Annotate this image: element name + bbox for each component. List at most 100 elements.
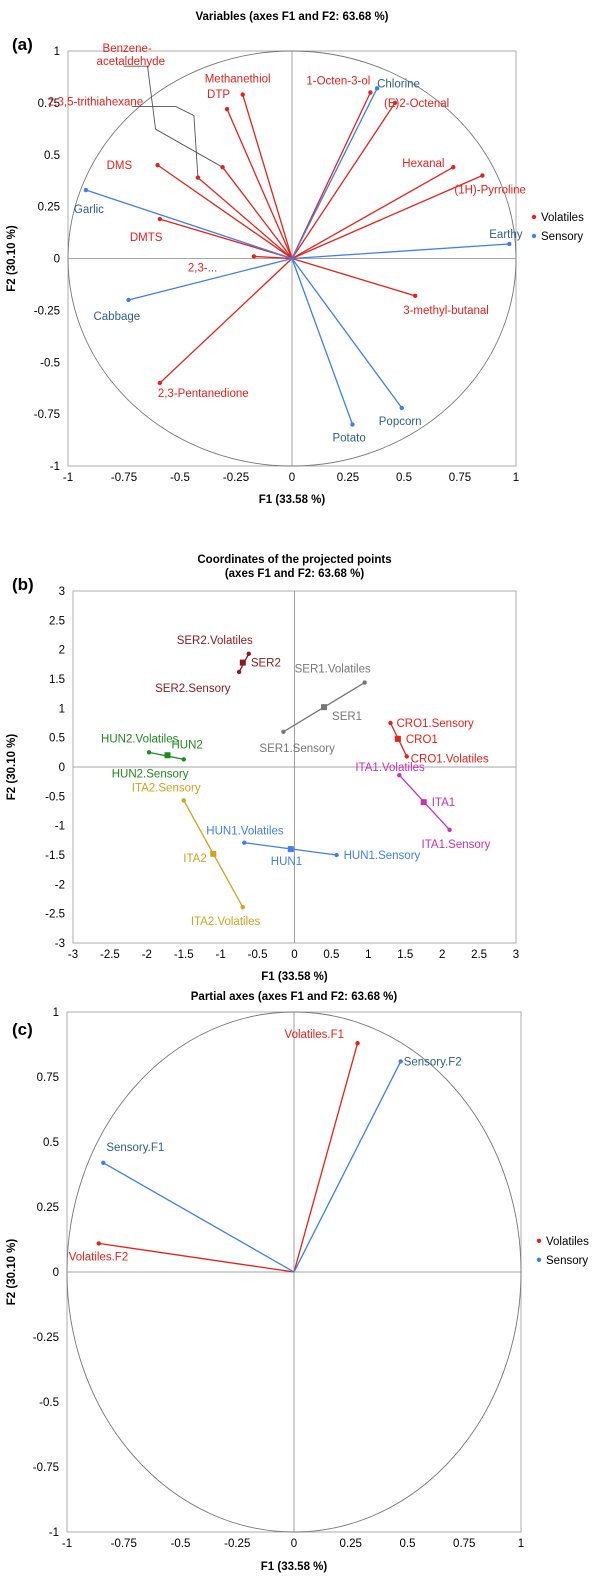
vector-label: Sensory.F2 [404,1056,462,1068]
vector-point [101,1160,106,1166]
point-label: SER1 [332,711,362,723]
vector-label: Sensory.F1 [106,1142,164,1154]
x-tick-label: -1.5 [174,949,194,961]
y-tick-label: -1 [55,821,65,833]
y-tick-label: 1 [54,46,60,58]
legend-marker [536,1238,542,1244]
x-tick-label: 1.5 [397,949,413,961]
vector-line [85,189,293,260]
x-tick-label: -2 [142,949,152,961]
chart-title: Variables (axes F1 and F2: 63.68 %) [195,11,388,23]
y-tick-label: -0.25 [34,305,60,317]
y-tick-label: 2 [59,645,65,657]
vector-point [251,254,257,259]
x-tick-label: 0.25 [340,1538,362,1550]
x-tick-label: 2 [439,949,445,961]
volatiles-point [240,905,246,910]
volatiles-point [146,750,152,755]
x-tick-label: 0.5 [400,1538,416,1550]
point-label: SER2.Volatiles [177,635,253,647]
legend-marker [536,1257,542,1263]
vector-line [293,1043,359,1273]
y-tick-label: -2.5 [45,909,65,921]
vector-label: 2,3-Pentanedione [158,388,249,400]
chart-title-line2: (axes F1 and F2: 63.68 %) [225,568,365,580]
point-label: CRO1.Volatiles [411,753,489,765]
y-tick-label: 1 [53,1007,59,1019]
vector-line [291,92,371,259]
group-center-marker [420,799,427,806]
vector-line [291,243,510,260]
point-label: HUN1.Sensory [344,850,421,862]
x-tick-label: -2.5 [100,949,120,961]
label-leader-line [131,106,199,178]
chart-panel-b: -3 -2.5 -2 -1.5 -1 -0.5 0 0.5 1 1.5 2 2.5 3 -3 -2.5 -2 -… [6,554,519,983]
vector-point [83,187,89,193]
vector-point [368,90,373,95]
point-label: SER2 [251,658,281,670]
x-axis-title: F1 (33.58 %) [261,1561,328,1573]
x-tick-label: -0.5 [171,1538,191,1550]
vector-line [291,257,416,297]
vector-point [398,1059,403,1064]
legend-label: Volatiles [541,212,584,224]
volatiles-point [362,680,367,685]
point-label: ITA1.Sensory [422,839,491,851]
vector-point [413,293,418,299]
x-tick-label: -1 [216,949,226,961]
y-tick-label: 0.5 [44,150,60,162]
y-tick-label: -0.25 [33,1332,59,1344]
group-center-marker [394,735,401,742]
volatiles-point [246,651,251,656]
y-tick-label: 2.5 [49,615,65,627]
x-tick-label: 3 [513,949,519,961]
x-tick-label: 0 [291,1538,297,1550]
vector-label: (1H)-Pyrroline [454,185,526,197]
sensory-point [388,720,393,726]
x-tick-label: 0.75 [453,1538,475,1550]
vector-line [222,166,293,259]
vector-line [197,177,293,259]
x-tick-label: 0.5 [323,949,339,961]
y-axis-title: F2 (30.10 %) [6,1239,18,1306]
vector-point [157,380,163,386]
y-tick-label: 0.5 [43,1137,59,1149]
y-tick-label: -0.5 [40,357,60,369]
y-tick-label: -1 [49,1527,59,1539]
vector-label: Chlorine [377,78,420,90]
legend-marker [531,214,537,220]
vector-line [157,164,293,260]
y-axis-title: F2 (30.10 %) [6,734,18,801]
y-axis-title: F2 (30.10 %) [6,225,18,292]
x-tick-label: -0.75 [111,1538,137,1550]
y-tick-label: 0.25 [37,1202,59,1214]
y-tick-label: -3 [55,938,65,950]
vector-line [102,1162,295,1273]
volatiles-point [397,773,402,778]
vector-point [451,165,456,170]
vector-line [242,94,293,259]
panel-label: (b) [12,575,34,594]
legend-label: Volatiles [546,1236,589,1248]
chart-panel-c: -1 -0.75 -0.5 -0.25 0 0.25 0.5 0.75 1 -1 -0.75 -0.5… [6,991,589,1573]
x-tick-label: 0.75 [449,472,471,484]
y-tick-label: 0 [54,254,60,266]
y-tick-label: 0.5 [49,733,65,745]
chart-panel-a: -1 -0.75 -0.5 -0.25 0 0.25 0.5 0.75 1 -1 -0.75 -0.5… [6,11,584,506]
sensory-point [281,729,286,734]
y-tick-label: 1.5 [49,674,65,686]
vector-label: Garlic [74,204,104,216]
vector-point [96,1241,101,1246]
x-tick-label: 0 [289,472,295,484]
vector-label: Benzene- [103,43,152,55]
vector-line [98,1242,295,1273]
x-axis-title: F1 (33.58 %) [259,494,326,506]
vector-point [240,92,245,97]
vector-point [399,405,404,411]
x-tick-label: -0.5 [248,949,268,961]
y-tick-label: 0.75 [37,1072,59,1084]
vector-point [392,100,398,106]
x-tick-label: -0.5 [170,472,190,484]
point-label: HUN1 [271,856,302,868]
